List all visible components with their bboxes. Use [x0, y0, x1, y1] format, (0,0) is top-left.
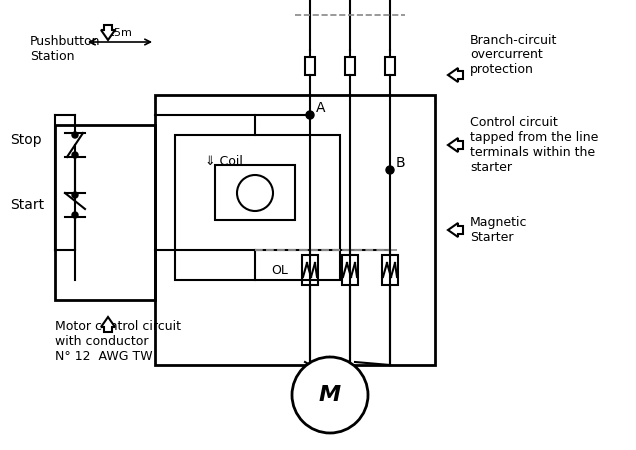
Text: ⇓ Coil: ⇓ Coil — [205, 155, 243, 168]
Text: M: M — [319, 385, 341, 405]
Text: Start: Start — [10, 198, 44, 212]
Bar — [55, 125, 155, 300]
Bar — [305, 57, 315, 75]
Circle shape — [72, 212, 78, 218]
Circle shape — [306, 111, 314, 119]
Text: OL: OL — [271, 264, 288, 276]
Text: B: B — [396, 156, 406, 170]
Text: Branch-circuit
overcurrent
protection: Branch-circuit overcurrent protection — [470, 33, 557, 76]
Text: Stop: Stop — [10, 133, 41, 147]
Circle shape — [292, 357, 368, 433]
Bar — [302, 255, 318, 285]
FancyArrow shape — [448, 223, 463, 237]
FancyArrow shape — [101, 25, 115, 40]
Text: Control circuit
tapped from the line
terminals within the
starter: Control circuit tapped from the line ter… — [470, 116, 598, 174]
Circle shape — [386, 166, 394, 174]
FancyArrow shape — [448, 138, 463, 152]
Text: A: A — [316, 101, 326, 115]
Bar — [345, 57, 355, 75]
Circle shape — [72, 132, 78, 138]
FancyArrow shape — [101, 317, 115, 332]
Bar — [385, 57, 395, 75]
Bar — [342, 255, 358, 285]
Text: Motor control circuit
with conductor
N° 12  AWG TW: Motor control circuit with conductor N° … — [55, 320, 181, 363]
Circle shape — [72, 152, 78, 158]
Bar — [175, 135, 340, 280]
Text: 15m: 15m — [107, 28, 132, 38]
Circle shape — [237, 175, 273, 211]
FancyArrow shape — [448, 68, 463, 82]
Bar — [382, 255, 398, 285]
Text: Pushbutton
Station: Pushbutton Station — [30, 35, 100, 63]
Bar — [155, 95, 435, 365]
Bar — [215, 165, 295, 220]
Text: Magnetic
Starter: Magnetic Starter — [470, 216, 527, 244]
Circle shape — [72, 192, 78, 198]
